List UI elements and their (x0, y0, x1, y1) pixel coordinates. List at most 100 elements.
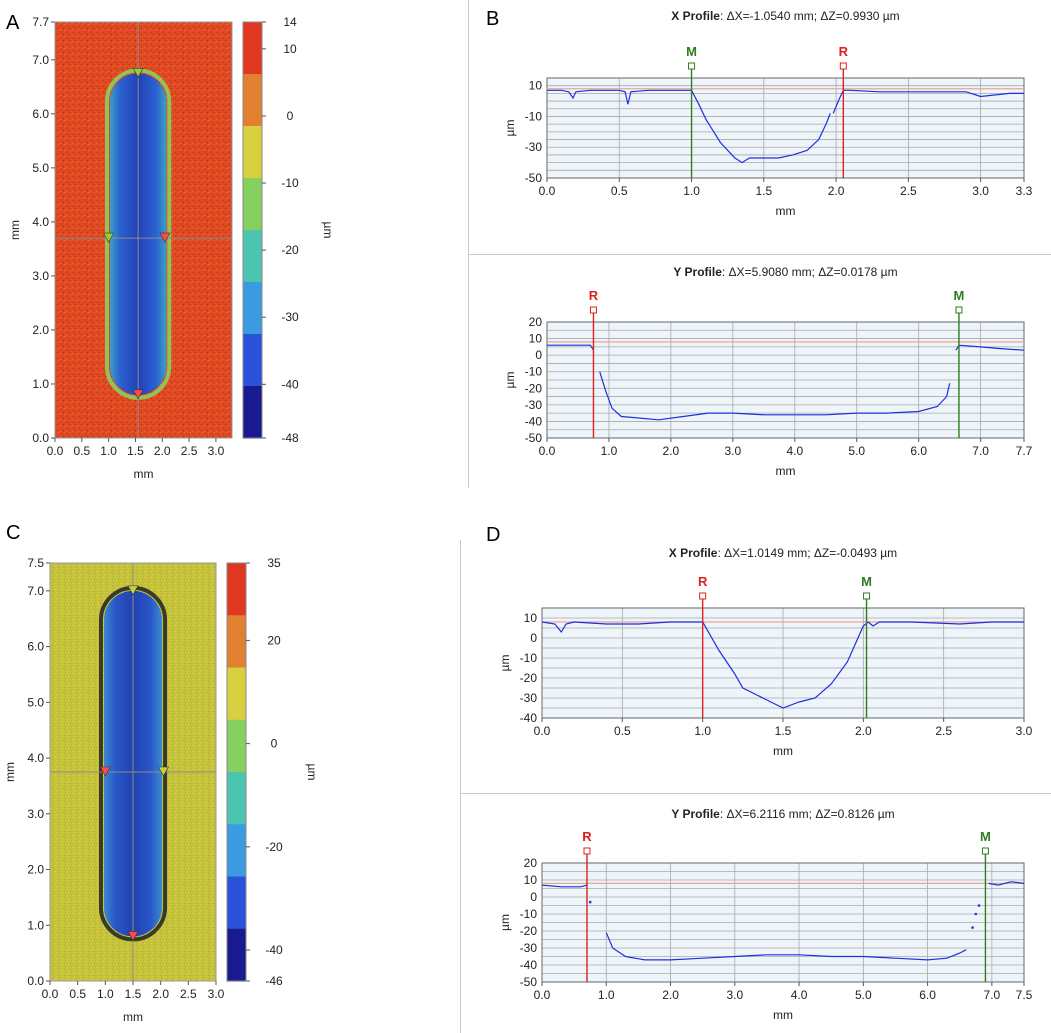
y-tick-label-b-bottom-2: 0 (535, 348, 542, 362)
profile-line-b-bottom-1 (599, 371, 951, 421)
x-tick-label-a-3: 1.5 (127, 444, 144, 458)
plot-frame-d-bottom (541, 862, 1025, 983)
x-tick-label-b-bottom-3: 3.0 (725, 444, 742, 458)
cursor-label-m-d-top: M (861, 574, 872, 589)
x-tick-label-b-top-4: 2.0 (828, 184, 845, 198)
x-tick-label-b-top-5: 2.5 (900, 184, 917, 198)
x-tick-label-b-bottom-6: 6.0 (910, 444, 927, 458)
y-tick-label-a-7: 7.0 (32, 53, 49, 67)
profile-line-b-bottom-2 (955, 344, 1025, 351)
colorbar-tick-label-c-5: -46 (265, 974, 283, 988)
panel-label-a: A (6, 12, 20, 34)
y-tick-label-d-bottom-4: -20 (520, 924, 538, 938)
y-tick-label-d-bottom-5: -30 (520, 941, 538, 955)
colorbar-tick-label-c-4: -40 (265, 943, 283, 957)
y-tick-label-d-top-2: -10 (520, 651, 538, 665)
colorbar-tick-label-a-6: -40 (281, 377, 299, 391)
cursor-label-r-d-bottom: R (582, 829, 592, 844)
x-tick-label-a-4: 2.0 (154, 444, 171, 458)
y-tick-label-b-bottom-7: -50 (525, 431, 543, 445)
panel-label-b: B (486, 8, 500, 30)
y-tick-label-b-bottom-1: 10 (529, 332, 543, 346)
y-tick-label-a-6: 6.0 (32, 107, 49, 121)
colorbar-tick-label-c-0: 35 (267, 556, 281, 570)
profile-point-d-bottom-1 (971, 926, 974, 929)
x-axis-label-b-top: mm (776, 204, 796, 218)
cursor-handle-m-b-bottom (955, 306, 963, 314)
y-tick-label-c-3: 3.0 (27, 807, 44, 821)
profile-line-b-top-1 (832, 89, 1024, 114)
y-tick-label-a-1: 1.0 (32, 377, 49, 391)
y-tick-label-a-2: 2.0 (32, 323, 49, 337)
y-axis-label-b-bottom: µm (503, 372, 517, 389)
cursor-handle-r-d-bottom (583, 847, 591, 855)
panel-divider-top-h (468, 254, 1051, 255)
x-tick-label-a-0: 0.0 (47, 444, 64, 458)
colorbar-tick-label-a-1: 10 (283, 42, 297, 56)
y-tick-label-b-top-1: -10 (525, 109, 543, 123)
colorbar-segment-a-7 (243, 386, 262, 439)
x-tick-label-d-bottom-0: 0.0 (534, 988, 551, 1002)
y-tick-label-b-bottom-4: -20 (525, 381, 543, 395)
marker-triangle-a-1 (103, 232, 115, 243)
marker-triangle-a-2 (159, 232, 171, 243)
y-tick-label-c-4: 4.0 (27, 751, 44, 765)
cursor-handle-r-b-top (839, 62, 847, 70)
x-tick-label-d-top-0: 0.0 (534, 724, 551, 738)
colorbar-tick-label-c-2: 0 (271, 737, 278, 751)
y-tick-label-c-6: 6.0 (27, 640, 44, 654)
y-tick-label-a-5: 5.0 (32, 161, 49, 175)
colorbar-segment-c-0 (227, 563, 246, 616)
x-tick-label-d-bottom-2: 2.0 (662, 988, 679, 1002)
cursor-label-m-b-top: M (686, 44, 697, 59)
marker-triangle-c-1 (99, 766, 111, 777)
x-tick-label-b-bottom-5: 5.0 (848, 444, 865, 458)
x-tick-label-d-top-5: 2.5 (935, 724, 952, 738)
x-tick-label-b-bottom-8: 7.7 (1016, 444, 1033, 458)
cursor-label-m-b-bottom: M (954, 288, 965, 303)
colorbar-segment-c-3 (227, 719, 246, 773)
marker-triangle-c-0 (127, 585, 139, 596)
colorbar-tick-label-a-5: -30 (281, 310, 299, 324)
x-tick-label-a-2: 1.0 (100, 444, 117, 458)
plot-title-rest-b-bottom: : ΔX=5.9080 mm; ΔZ=0.0178 µm (722, 265, 898, 279)
colorbar-tick-label-a-3: -10 (281, 176, 299, 190)
y-tick-label-d-bottom-6: -40 (520, 958, 538, 972)
plot-frame-b-bottom (546, 321, 1025, 439)
x-tick-label-d-bottom-4: 4.0 (791, 988, 808, 1002)
x-tick-label-d-top-2: 1.0 (694, 724, 711, 738)
x-tick-label-c-2: 1.0 (97, 987, 114, 1001)
panel-label-d: D (486, 524, 501, 546)
plot-title-bold-d-top: X Profile (669, 546, 718, 560)
cursor-label-r-b-top: R (839, 44, 849, 59)
y-tick-label-b-bottom-6: -40 (525, 414, 543, 428)
plot-title-bold-d-bottom: Y Profile (671, 807, 720, 821)
x-tick-label-d-bottom-7: 7.0 (984, 988, 1001, 1002)
plot-title-bold-b-top: X Profile (671, 9, 720, 23)
x-tick-label-d-bottom-5: 5.0 (855, 988, 872, 1002)
y-tick-label-a-0: 0.0 (32, 431, 49, 445)
cursor-label-r-d-top: R (698, 574, 708, 589)
x-tick-label-d-top-3: 1.5 (775, 724, 792, 738)
colorbar-tick-label-a-2: 0 (287, 109, 294, 123)
x-tick-label-d-top-6: 3.0 (1016, 724, 1033, 738)
colorbar-segment-c-5 (227, 824, 246, 878)
marker-triangle-c-3 (127, 931, 139, 942)
x-tick-label-c-5: 2.5 (180, 987, 197, 1001)
map-frame-a (54, 21, 233, 439)
colorbar-label-c: µm (305, 764, 319, 781)
plot-title-d-top: X Profile: ΔX=1.0149 mm; ΔZ=-0.0493 µm (669, 546, 897, 560)
y-tick-label-d-top-5: -40 (520, 711, 538, 725)
x-tick-label-c-4: 2.0 (152, 987, 169, 1001)
x-tick-label-c-6: 3.0 (208, 987, 225, 1001)
x-axis-label-d-bottom: mm (773, 1008, 793, 1022)
x-tick-label-b-bottom-0: 0.0 (539, 444, 556, 458)
y-tick-label-b-bottom-0: 20 (529, 315, 543, 329)
colorbar-segment-c-2 (227, 667, 246, 721)
plot-title-b-top: X Profile: ΔX=-1.0540 mm; ΔZ=0.9930 µm (671, 9, 899, 23)
cursor-handle-m-b-top (688, 62, 696, 70)
y-tick-label-d-bottom-1: 10 (524, 873, 538, 887)
profile-point-d-bottom-0 (588, 900, 592, 904)
plot-title-bold-b-bottom: Y Profile (673, 265, 722, 279)
y-tick-label-d-bottom-2: 0 (530, 890, 537, 904)
